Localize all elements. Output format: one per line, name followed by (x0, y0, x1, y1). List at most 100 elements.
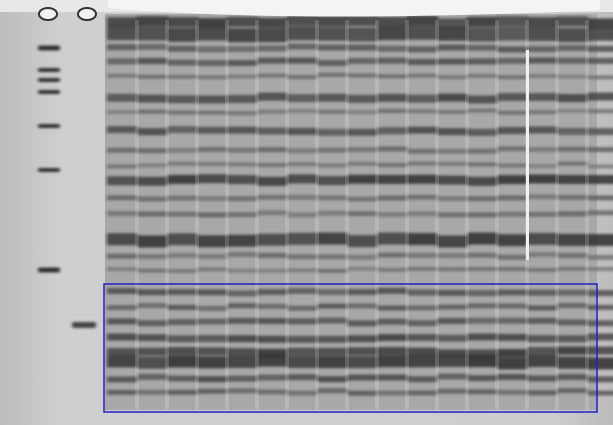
sample-band (467, 303, 498, 308)
sample-band (137, 289, 168, 295)
sample-band (587, 147, 613, 152)
sample-band (527, 93, 558, 101)
sample-band (287, 212, 318, 217)
sample-band (467, 233, 498, 245)
sample-band (107, 26, 138, 40)
sample-band (137, 374, 168, 380)
sample-band (557, 109, 588, 113)
sample-band (197, 376, 228, 382)
sample-band (527, 335, 558, 342)
sample-band (317, 269, 348, 273)
sample-band (137, 128, 168, 135)
sample-band (167, 46, 198, 52)
sample-band (497, 289, 528, 295)
sample-band (107, 233, 138, 245)
sample-band (107, 74, 138, 78)
sample-band (497, 46, 528, 52)
sample-band (377, 374, 408, 380)
sample-band (287, 128, 318, 135)
sample-band (227, 196, 258, 201)
sample-band (467, 27, 498, 41)
sample-band (167, 148, 198, 153)
sample-band (527, 27, 558, 41)
sample-band (497, 58, 528, 64)
sample-band (167, 75, 198, 79)
sample-band (377, 268, 408, 272)
sample-band (257, 147, 288, 152)
sample-band (227, 376, 258, 382)
sample-band (587, 376, 613, 382)
sample-band (347, 129, 378, 136)
sample-band (257, 375, 288, 381)
sample-band (287, 162, 318, 166)
sample-band (377, 233, 408, 245)
sample-band (137, 334, 168, 341)
sample-band (287, 318, 318, 324)
sample-band (257, 289, 288, 295)
sample-band (107, 390, 138, 395)
sample-band (287, 75, 318, 79)
sample-band (467, 267, 498, 271)
sample-band (407, 233, 438, 245)
sample-band (407, 390, 438, 395)
sample-band (107, 348, 138, 356)
sample-band (437, 290, 468, 296)
sample-band (437, 267, 468, 271)
sample-band (287, 268, 318, 272)
sample-band (227, 335, 258, 342)
sample-band (137, 303, 168, 308)
sample-band (347, 375, 378, 381)
sample-band (587, 128, 613, 135)
sample-band (347, 162, 378, 166)
sample-band (197, 95, 228, 103)
sample-band (407, 211, 438, 216)
sample-band (437, 335, 468, 342)
sample-band (587, 210, 613, 215)
sample-band (377, 253, 408, 258)
sample-band (107, 254, 138, 259)
sample-band (167, 60, 198, 66)
sample-band (587, 255, 613, 260)
sample-band (587, 267, 613, 271)
sample-band (557, 319, 588, 325)
sample-band (287, 254, 318, 259)
sample-band (467, 58, 498, 64)
sample-band (287, 148, 318, 153)
sample-band (437, 75, 468, 79)
sample-band (137, 235, 168, 247)
sample-band (197, 254, 228, 259)
sample-band (347, 356, 378, 368)
sample-band (407, 355, 438, 367)
sample-band (527, 194, 558, 199)
sample-band (377, 195, 408, 200)
sample-band (197, 60, 228, 66)
sample-band (197, 347, 228, 355)
sample-band (257, 336, 288, 343)
sample-band (587, 93, 613, 101)
sample-band (557, 175, 588, 184)
sample-band (467, 389, 498, 394)
sample-band (257, 389, 288, 394)
sample-band (227, 95, 258, 103)
sample-band (347, 45, 378, 51)
sample-band (197, 174, 228, 183)
sample-band (167, 28, 198, 42)
sample-band (257, 18, 288, 28)
sample-band (557, 147, 588, 152)
sample-band (527, 147, 558, 152)
sample-band (587, 290, 613, 296)
sample-band (437, 196, 468, 201)
sample-band (137, 254, 168, 259)
sample-band (347, 235, 378, 247)
sample-band (347, 255, 378, 260)
sample-band (407, 26, 438, 40)
sample-band (317, 176, 348, 185)
sample-band (587, 305, 613, 310)
sample-band (527, 126, 558, 133)
sample-band (197, 306, 228, 311)
sample-band (137, 357, 168, 369)
sample-band (437, 27, 468, 41)
sample-band (497, 390, 528, 395)
sample-band (197, 267, 228, 271)
sample-band (557, 347, 588, 355)
